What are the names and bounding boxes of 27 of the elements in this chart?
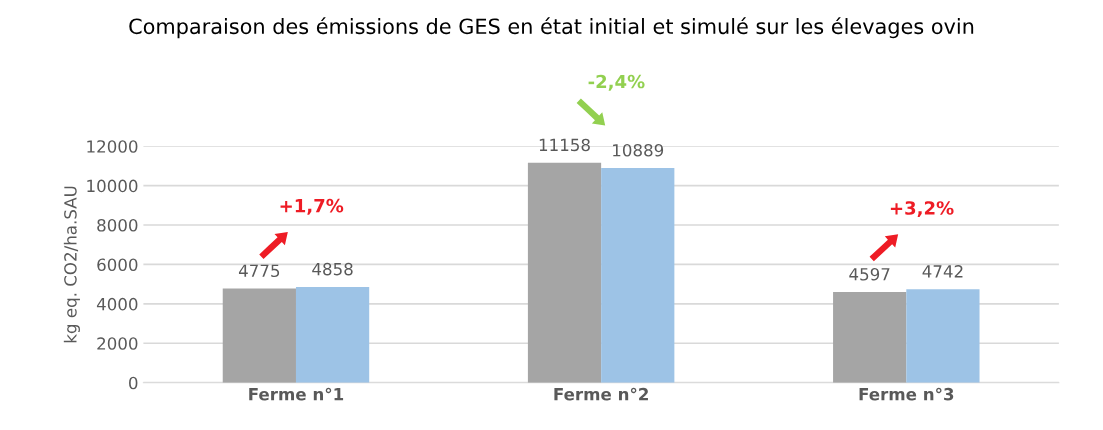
x-tick-label: Ferme n°3 <box>859 387 954 401</box>
annotation: +1,7% <box>280 198 344 215</box>
x-tick-label: Ferme n°1 <box>249 387 344 401</box>
bar <box>906 289 980 383</box>
data-label: 4742 <box>922 265 963 278</box>
data-label: 11158 <box>539 138 590 152</box>
bar <box>295 286 370 383</box>
y-tick-label: 4000 <box>96 297 138 311</box>
y-tick-label: 12000 <box>87 140 138 153</box>
data-label: 10889 <box>613 143 664 157</box>
y-tick-label: 8000 <box>97 219 138 232</box>
x-tick-label: Ferme n°2 <box>554 387 648 401</box>
y-axis-title: kg eq. CO2/ha.SAU <box>63 186 80 343</box>
data-label: 4858 <box>312 262 353 276</box>
bar <box>833 292 907 383</box>
y-tick-label: 0 <box>129 376 138 390</box>
data-label: 4775 <box>238 264 280 278</box>
text: -2,4% <box>588 74 645 91</box>
bar <box>527 162 602 383</box>
annotation: +3,2% <box>890 201 954 218</box>
bar <box>601 168 675 383</box>
chart-title: Comparaison des émissions de GES en état initial et simulé sur les élevages ovin <box>129 17 974 39</box>
data-label: 4597 <box>849 267 890 281</box>
y-tick-label: 2000 <box>97 337 138 350</box>
bar <box>222 288 296 383</box>
y-tick-label: 10000 <box>87 179 138 193</box>
y-tick-label: 6000 <box>97 258 138 272</box>
